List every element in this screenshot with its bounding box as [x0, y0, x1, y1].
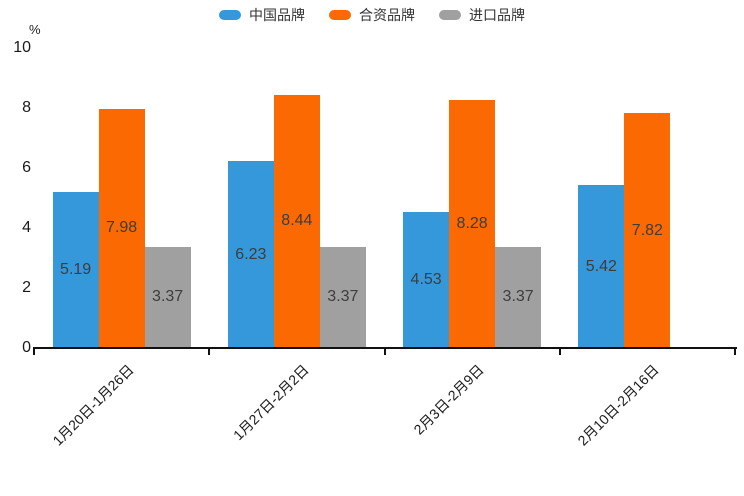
y-axis-tick-label: 4: [22, 219, 31, 236]
legend-item-label: 合资品牌: [359, 7, 415, 23]
x-axis-tick: [383, 349, 386, 355]
legend-item-label: 中国品牌: [249, 7, 305, 23]
y-axis-tick-label: 6: [22, 159, 31, 176]
legend: 中国品牌 合资品牌 进口品牌: [0, 5, 744, 25]
bar-进口品牌-1[interactable]: [144, 246, 191, 348]
bar-进口品牌-3[interactable]: [495, 246, 542, 348]
bar-合资品牌-3[interactable]: [449, 99, 496, 348]
bar-合资品牌-1[interactable]: [98, 108, 145, 348]
y-axis-unit-label: %: [29, 22, 41, 37]
legend-item-label: 进口品牌: [469, 7, 525, 23]
x-axis-line: [33, 347, 737, 349]
bar-中国品牌-3[interactable]: [403, 212, 450, 348]
legend-item-series-1[interactable]: 中国品牌: [219, 5, 305, 25]
legend-marker-icon: [219, 10, 241, 20]
y-axis-tick-label: 0: [22, 339, 31, 356]
x-axis-category-label: 1月20日-1月26日: [49, 361, 137, 449]
x-axis-tick: [734, 349, 736, 355]
y-axis-tick-label: 8: [22, 99, 31, 116]
legend-marker-icon: [329, 10, 351, 20]
bar-进口品牌-2[interactable]: [319, 246, 366, 348]
legend-item-series-3[interactable]: 进口品牌: [439, 5, 525, 25]
bar-合资品牌-2[interactable]: [273, 94, 320, 348]
bar-合资品牌-4[interactable]: [624, 113, 671, 348]
y-axis-tick-label: 2: [22, 279, 31, 296]
x-axis-tick: [33, 349, 35, 355]
y-axis-tick-label: 10: [13, 39, 31, 56]
x-axis-tick: [558, 349, 561, 355]
x-axis-category-label: 2月3日-2月9日: [410, 361, 487, 438]
x-axis-category-label: 2月10日-2月16日: [574, 361, 663, 449]
bar-中国品牌-2[interactable]: [227, 161, 274, 348]
bar-中国品牌-1[interactable]: [52, 192, 99, 348]
legend-item-series-2[interactable]: 合资品牌: [329, 5, 415, 25]
legend-marker-icon: [439, 10, 461, 20]
x-axis-category-label: 1月27日-2月2日: [229, 361, 312, 444]
bar-中国品牌-4[interactable]: [578, 185, 625, 348]
x-axis-tick: [208, 349, 211, 355]
